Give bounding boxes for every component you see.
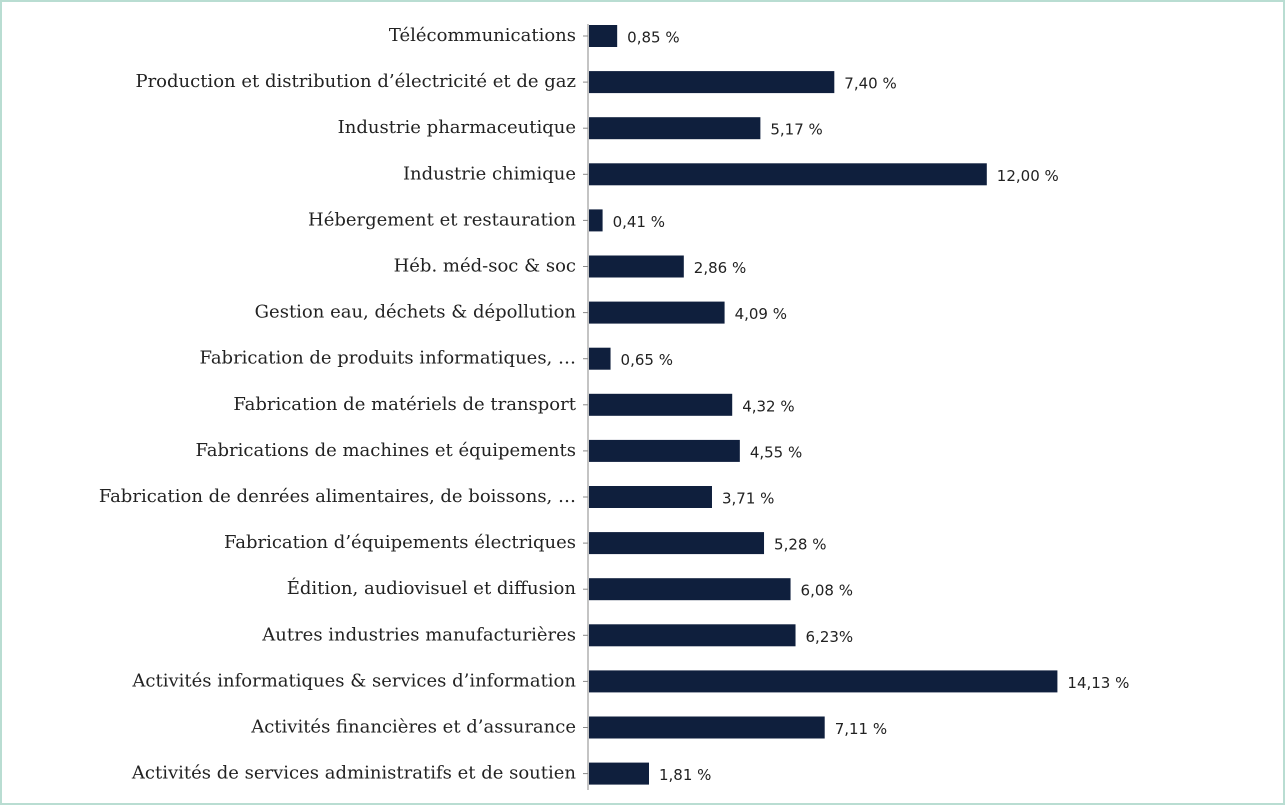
category-label: Hébergement et restauration (308, 209, 576, 230)
bar (589, 762, 650, 785)
category-label: Gestion eau, déchets & dépollution (255, 302, 577, 323)
category-label: Fabrications de machines et équipements (196, 440, 577, 461)
bar (589, 255, 684, 278)
value-label: 6,08 % (801, 582, 853, 600)
bar (589, 578, 791, 601)
value-label: 7,11 % (835, 720, 887, 738)
value-label: 7,40 % (844, 75, 896, 93)
bar (589, 393, 733, 416)
value-label: 4,09 % (735, 305, 787, 323)
bar (589, 301, 725, 324)
value-label: 1,81 % (659, 766, 711, 784)
category-label: Autres industries manufacturières (261, 624, 576, 645)
category-label: Héb. méd-soc & soc (394, 256, 576, 277)
bar (589, 532, 765, 555)
category-label: Fabrication de matériels de transport (233, 394, 576, 415)
value-label: 4,55 % (750, 443, 802, 461)
value-label: 4,32 % (742, 397, 794, 415)
category-label: Activités de services administratifs et … (131, 763, 577, 784)
value-label: 0,85 % (627, 29, 679, 47)
value-label: 5,17 % (770, 121, 822, 139)
bar (589, 71, 835, 94)
category-label: Production et distribution d’électricité… (135, 71, 576, 92)
value-label: 12,00 % (997, 167, 1059, 185)
category-label: Activités financières et d’assurance (250, 717, 576, 738)
category-label: Industrie pharmaceutique (338, 117, 576, 138)
value-label: 14,13 % (1067, 674, 1129, 692)
bar (589, 25, 618, 47)
category-label: Fabrication de denrées alimentaires, de … (99, 486, 576, 507)
bar (589, 624, 796, 647)
bar (589, 117, 761, 140)
bar (589, 209, 603, 232)
value-label: 2,86 % (694, 259, 746, 277)
category-label: Industrie chimique (403, 163, 576, 184)
value-label: 0,65 % (621, 351, 673, 369)
value-label: 0,41 % (613, 213, 665, 231)
category-label: Télécommunications (389, 25, 576, 46)
category-label: Édition, audiovisuel et diffusion (287, 576, 577, 599)
category-label: Fabrication de produits informatiques, … (200, 348, 576, 369)
category-label: Activités informatiques & services d’inf… (131, 670, 576, 691)
bar (589, 670, 1058, 693)
bar (589, 716, 825, 739)
bar (589, 439, 740, 462)
category-label: Fabrication d’équipements électriques (224, 532, 576, 553)
bar (589, 347, 611, 370)
bar (589, 486, 712, 508)
bar (589, 163, 987, 186)
value-label: 3,71 % (722, 490, 774, 508)
value-label: 6,23% (806, 628, 854, 646)
value-label: 5,28 % (774, 536, 826, 554)
